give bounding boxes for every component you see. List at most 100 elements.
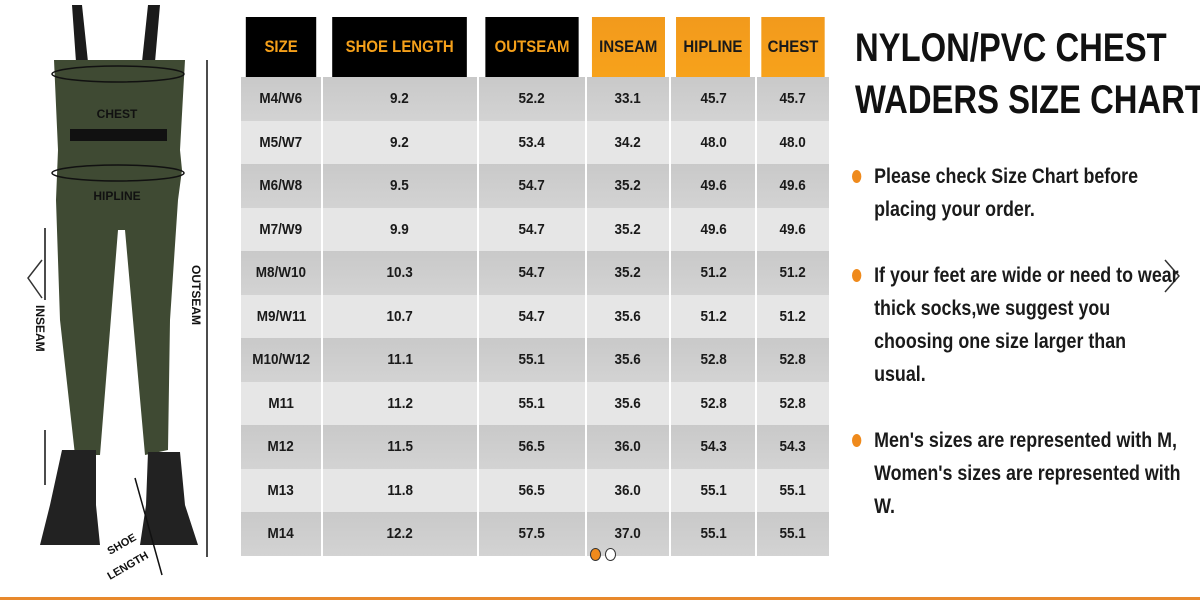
- table-row: M6/W8 9.5 54.7 35.2 49.6 49.6: [241, 164, 829, 208]
- table-cell: M5/W7: [241, 120, 322, 164]
- carousel-dot[interactable]: [605, 548, 616, 561]
- cell-text: 54.3: [779, 438, 807, 456]
- bullet-text: If your feet are wide or need to wear th…: [874, 264, 1179, 386]
- cell-text: M6/W8: [259, 177, 303, 195]
- table-cell: 57.5: [478, 512, 585, 556]
- table-cell: 53.4: [478, 120, 585, 164]
- cell-text: 54.7: [518, 220, 545, 238]
- cell-text: 36.0: [614, 481, 642, 499]
- table-cell: 49.6: [671, 207, 755, 251]
- cell-text: 34.2: [614, 133, 642, 151]
- table-row: M13 11.8 56.5 36.0 55.1 55.1: [241, 468, 829, 512]
- table-cell: 54.7: [478, 207, 585, 251]
- table-cell: 54.7: [478, 294, 585, 338]
- table-cell: 49.6: [756, 164, 829, 208]
- table-cell: 48.0: [671, 120, 755, 164]
- table-cell: 12.2: [323, 512, 477, 556]
- table-cell: 52.8: [756, 381, 829, 425]
- cell-text: M14: [267, 525, 295, 543]
- column-header: SHOE LENGTH: [332, 17, 468, 77]
- cell-text: 54.7: [518, 307, 545, 325]
- table-row: M4/W6 9.2 52.2 33.1 45.7 45.7: [241, 77, 829, 121]
- cell-text: 35.6: [614, 394, 642, 412]
- table-cell: 11.2: [323, 381, 477, 425]
- cell-text: 49.6: [699, 220, 727, 238]
- cell-text: 52.8: [699, 351, 727, 369]
- cell-text: M12: [267, 438, 295, 456]
- bullet-dot-icon: [852, 434, 862, 447]
- cell-text: 10.3: [386, 264, 413, 282]
- table-row: M9/W11 10.7 54.7 35.6 51.2 51.2: [241, 294, 829, 338]
- column-header: CHEST: [761, 17, 825, 77]
- table-cell: 45.7: [671, 77, 755, 121]
- cell-text: 55.1: [518, 394, 545, 412]
- cell-text: 11.1: [387, 351, 413, 369]
- table-cell: 11.1: [323, 338, 477, 382]
- cell-text: 35.2: [614, 264, 642, 282]
- table-cell: 33.1: [586, 77, 670, 121]
- cell-text: 49.6: [779, 220, 807, 238]
- carousel-dot[interactable]: [590, 548, 601, 561]
- size-chart-table: SIZE SHOE LENGTH OUTSEAM INSEAM HIPLINE CHEST…: [239, 17, 831, 556]
- bullet-item: Please check Size Chart before placing y…: [852, 160, 1175, 226]
- page-title: NYLON/PVC CHEST WADERS SIZE CHART: [855, 22, 1200, 126]
- table-cell: 11.5: [323, 425, 477, 469]
- cell-text: 49.6: [699, 177, 727, 195]
- table-cell: 10.3: [323, 251, 477, 295]
- table-cell: 51.2: [671, 251, 755, 295]
- cell-text: 56.5: [518, 481, 545, 499]
- cell-text: 52.2: [518, 90, 545, 108]
- table-row: M11 11.2 55.1 35.6 52.8 52.8: [241, 381, 829, 425]
- table-cell: 36.0: [586, 468, 670, 512]
- table-cell: 35.6: [586, 381, 670, 425]
- table-cell: 49.6: [671, 164, 755, 208]
- table-cell: 35.2: [586, 164, 670, 208]
- table-cell: 52.8: [756, 338, 829, 382]
- bullet-dot-icon: [852, 170, 862, 183]
- table-cell: 54.3: [671, 425, 755, 469]
- table-cell: 35.2: [586, 207, 670, 251]
- cell-text: 36.0: [614, 438, 642, 456]
- table-header-row: SIZE SHOE LENGTH OUTSEAM INSEAM HIPLINE CHEST: [241, 17, 829, 77]
- table-cell: 56.5: [478, 468, 585, 512]
- table-cell: 35.2: [586, 251, 670, 295]
- table-cell: 37.0: [586, 512, 670, 556]
- table-row: M12 11.5 56.5 36.0 54.3 54.3: [241, 425, 829, 469]
- waders-product-image: CHEST HIPLINE OUTSEAM INSEAM SHOE LENGTH: [33, 5, 208, 583]
- title-line-1: NYLON/PVC CHEST: [855, 26, 1167, 70]
- carousel-pagination: [590, 548, 616, 561]
- table-cell: M14: [241, 512, 322, 556]
- table-cell: 35.6: [586, 294, 670, 338]
- table-cell: 54.7: [478, 164, 585, 208]
- table-cell: M4/W6: [241, 77, 322, 121]
- table-cell: 55.1: [478, 338, 585, 382]
- table-cell: 9.9: [323, 207, 477, 251]
- cell-text: 11.8: [387, 481, 413, 499]
- cell-text: M13: [267, 481, 295, 499]
- cell-text: M4/W6: [259, 90, 303, 108]
- table-cell: 11.8: [323, 468, 477, 512]
- shoe-length-label-1: SHOE: [106, 532, 139, 558]
- table-row: M8/W10 10.3 54.7 35.2 51.2 51.2: [241, 251, 829, 295]
- cell-text: 51.2: [779, 264, 807, 282]
- table-cell: M11: [241, 381, 322, 425]
- table-cell: 55.1: [478, 381, 585, 425]
- title-line-2: WADERS SIZE CHART: [855, 78, 1200, 122]
- cell-text: 55.1: [779, 481, 807, 499]
- table-cell: 48.0: [756, 120, 829, 164]
- carousel-next-icon[interactable]: [1163, 258, 1183, 294]
- table-cell: 35.6: [586, 338, 670, 382]
- cell-text: 11.2: [387, 394, 413, 412]
- table-cell: 9.2: [323, 120, 477, 164]
- table-cell: 55.1: [671, 468, 755, 512]
- cell-text: 12.2: [386, 525, 413, 543]
- column-header: HIPLINE: [676, 17, 750, 77]
- cell-text: 37.0: [614, 525, 642, 543]
- cell-text: 45.7: [779, 90, 807, 108]
- cell-text: M5/W7: [259, 133, 303, 151]
- table-cell: 51.2: [756, 251, 829, 295]
- table-row: M10/W12 11.1 55.1 35.6 52.8 52.8: [241, 338, 829, 382]
- cell-text: 53.4: [518, 133, 545, 151]
- table-cell: M8/W10: [241, 251, 322, 295]
- carousel-prev-icon[interactable]: [26, 258, 46, 302]
